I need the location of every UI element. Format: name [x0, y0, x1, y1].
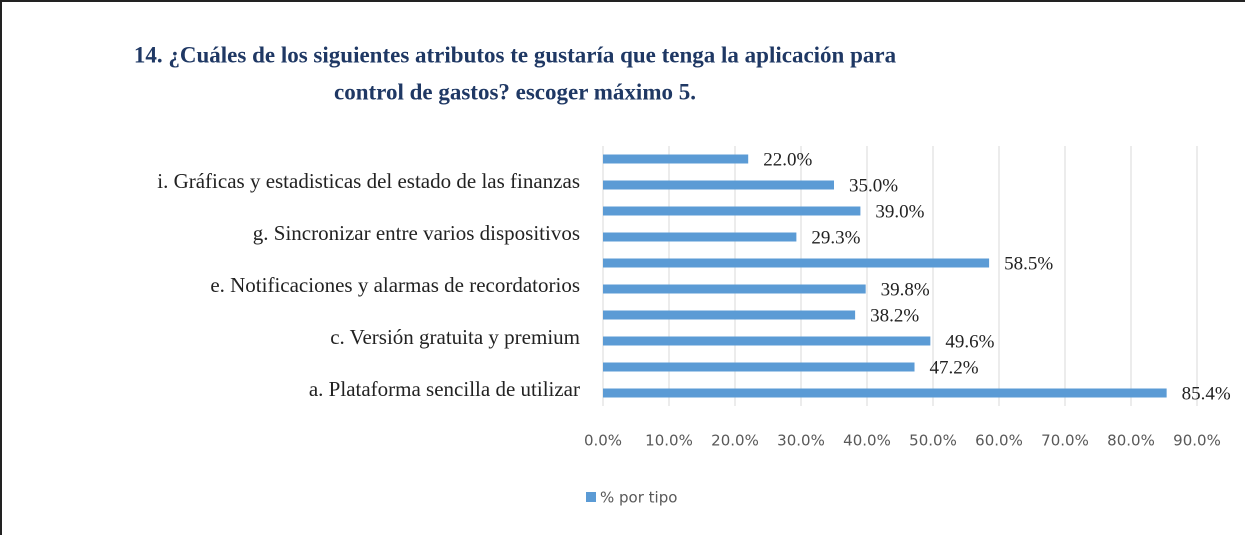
- bar: [603, 284, 866, 294]
- x-tick-label: 50.0%: [909, 432, 957, 450]
- y-tick-label: e. Notificaciones y alarmas de recordato…: [210, 273, 580, 297]
- bar: [603, 232, 797, 242]
- bar: [603, 362, 915, 372]
- x-tick-label: 10.0%: [645, 432, 693, 450]
- bar: [603, 388, 1167, 398]
- data-label: 39.8%: [881, 279, 930, 300]
- data-label: 35.0%: [849, 175, 898, 196]
- y-tick-label: g. Sincronizar entre varios dispositivos: [253, 221, 580, 245]
- data-label: 22.0%: [763, 149, 812, 170]
- chart-title: 14. ¿Cuáles de los siguientes atributos …: [134, 42, 897, 67]
- y-tick-label: i. Gráficas y estadisticas del estado de…: [157, 169, 580, 193]
- x-tick-label: 60.0%: [975, 432, 1023, 450]
- data-label: 85.4%: [1182, 383, 1231, 404]
- x-tick-label: 80.0%: [1107, 432, 1155, 450]
- bar: [603, 336, 931, 346]
- x-tick-label: 90.0%: [1173, 432, 1221, 450]
- y-tick-label: c. Versión gratuita y premium: [330, 325, 580, 349]
- data-label: 47.2%: [930, 357, 979, 378]
- data-label: 38.2%: [870, 305, 919, 326]
- bar: [603, 154, 749, 164]
- x-tick-label: 40.0%: [843, 432, 891, 450]
- x-tick-label: 30.0%: [777, 432, 825, 450]
- data-label: 58.5%: [1004, 253, 1053, 274]
- bar: [603, 258, 990, 268]
- bar: [603, 310, 856, 320]
- data-label: 39.0%: [875, 201, 924, 222]
- bar: [603, 206, 861, 216]
- bar: [603, 180, 834, 190]
- x-tick-label: 0.0%: [584, 432, 622, 450]
- legend-label: % por tipo: [600, 489, 677, 507]
- chart-title: control de gastos? escoger máximo 5.: [334, 79, 696, 104]
- y-tick-label: a. Plataforma sencilla de utilizar: [309, 377, 580, 401]
- legend-swatch: [586, 492, 596, 502]
- x-tick-label: 20.0%: [711, 432, 759, 450]
- data-label: 49.6%: [945, 331, 994, 352]
- x-tick-label: 70.0%: [1041, 432, 1089, 450]
- data-label: 29.3%: [811, 227, 860, 248]
